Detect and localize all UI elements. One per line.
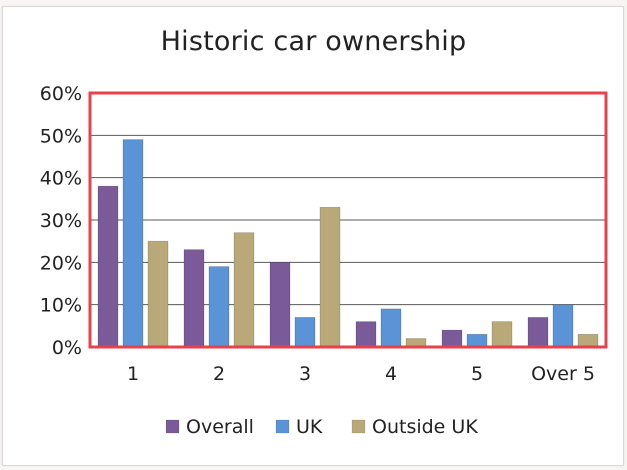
legend-label: Outside UK	[372, 416, 478, 438]
bar-uk	[122, 139, 144, 348]
bar-uk	[380, 308, 402, 348]
x-tick-label: 2	[213, 363, 225, 385]
x-tick-label: 1	[127, 363, 139, 385]
bar-outside-uk	[233, 232, 255, 348]
axis-layer: 0% 10% 20% 30% 40% 50% 60% 1 2 3 4 5 Over 5	[40, 83, 608, 385]
chart-title: Historic car ownership	[160, 26, 467, 57]
legend-label: UK	[296, 416, 323, 438]
bar-overall	[355, 321, 377, 348]
bar-overall	[97, 185, 119, 348]
legend-layer: Overall UK Outside UK	[165, 416, 478, 438]
bar-overall	[269, 262, 291, 348]
legend-label: Overall	[186, 416, 254, 438]
legend-swatch	[165, 419, 180, 434]
bar-uk	[294, 317, 316, 348]
bars-layer	[97, 139, 599, 348]
bar-uk	[552, 304, 574, 348]
y-tick-label: 50%	[40, 125, 82, 147]
y-tick-label: 30%	[40, 210, 82, 232]
y-tick-label: 0%	[52, 337, 82, 359]
plot-border	[88, 91, 608, 349]
bar-outside-uk	[319, 207, 341, 348]
x-tick-label: 5	[471, 363, 483, 385]
bar-overall	[527, 317, 549, 348]
bar-uk	[466, 333, 488, 348]
bar-outside-uk	[147, 240, 169, 348]
y-tick-label: 10%	[40, 295, 82, 317]
x-tick-label: Over 5	[531, 363, 595, 385]
y-tick-label: 60%	[40, 83, 82, 105]
y-tick-label: 40%	[40, 168, 82, 190]
x-tick-label: 4	[385, 363, 397, 385]
bar-overall	[441, 329, 463, 348]
bar-overall	[183, 249, 205, 348]
bar-outside-uk	[491, 321, 513, 348]
y-tick-label: 20%	[40, 252, 82, 274]
bar-outside-uk	[577, 333, 599, 348]
x-tick-label: 3	[299, 363, 311, 385]
legend-swatch	[351, 419, 366, 434]
bar-uk	[208, 266, 230, 348]
legend-swatch	[275, 419, 290, 434]
